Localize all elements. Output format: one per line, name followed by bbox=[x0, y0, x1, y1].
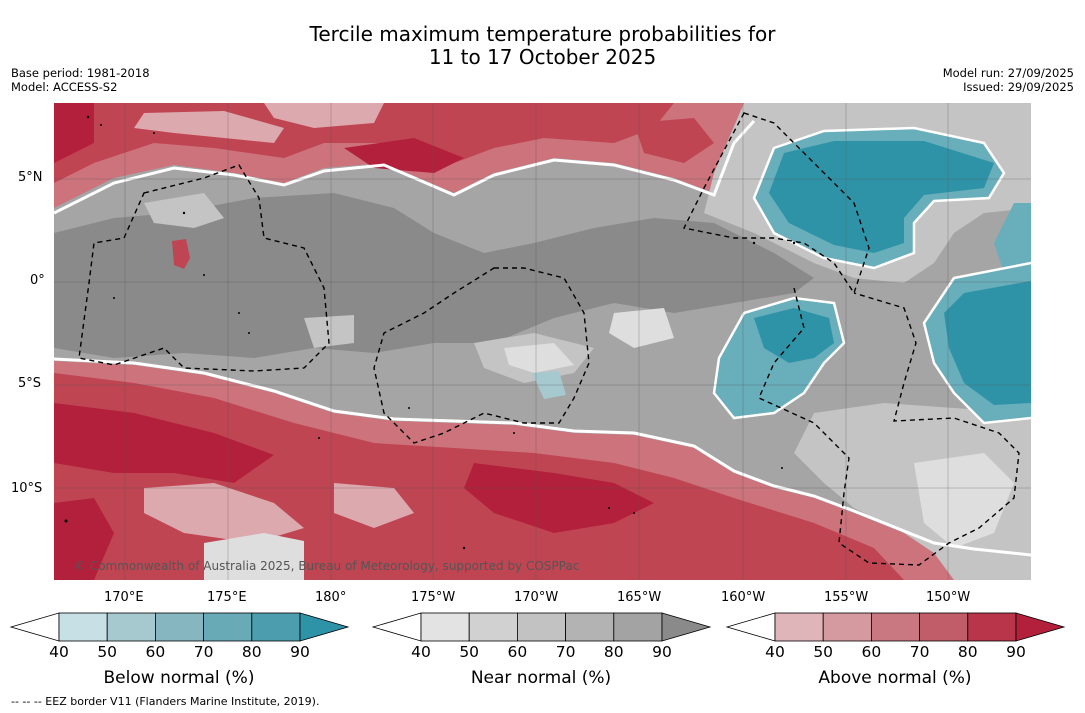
south-above-top-region-2 bbox=[464, 463, 654, 533]
lon-label-170e: 170°E bbox=[104, 590, 144, 605]
colorbar-left-extension bbox=[9, 612, 60, 642]
colorbar-segment bbox=[58, 612, 108, 642]
north-above-patch-east bbox=[634, 118, 714, 163]
lon-label-180: 180° bbox=[315, 590, 347, 605]
equatorial-near-normal-lightest-patch-2 bbox=[609, 308, 674, 348]
eez-borders bbox=[78, 112, 1020, 566]
map-title-line2: 11 to 17 October 2025 bbox=[428, 45, 657, 69]
lat-label-5n: 5°N bbox=[18, 170, 43, 185]
colorbar-segment bbox=[871, 612, 921, 642]
lon-label-155w: 155°W bbox=[824, 590, 869, 605]
eez-footnote: -- -- -- EEZ border V11 (Flanders Marine… bbox=[11, 695, 320, 708]
colorbar-segment bbox=[565, 612, 615, 642]
colorbar-tick-label: 90 bbox=[1006, 643, 1026, 661]
equatorial-near-normal-lightest-patch bbox=[504, 343, 574, 373]
colorbar-tick-label: 80 bbox=[603, 643, 624, 661]
colorbar-tick-label: 60 bbox=[861, 643, 882, 661]
lon-label-150w: 150°W bbox=[926, 590, 971, 605]
lon-label-170w: 170°W bbox=[514, 590, 559, 605]
lat-label-10s: 10°S bbox=[11, 481, 43, 496]
equatorial-near-normal-light-patch-3 bbox=[304, 315, 354, 348]
colorbar-right-extension bbox=[1015, 612, 1066, 642]
colorbar-segment bbox=[420, 612, 470, 642]
colorbar-left-extension bbox=[371, 612, 422, 642]
lon-label-160w: 160°W bbox=[721, 590, 766, 605]
white-contour-below-central bbox=[712, 296, 846, 420]
colorbar-tick-label: 80 bbox=[957, 643, 978, 661]
map-copyright: © Commonwealth of Australia 2025, Bureau… bbox=[74, 559, 579, 573]
lon-label-175w: 175°W bbox=[411, 590, 456, 605]
colorbar-segment bbox=[251, 612, 301, 642]
colorbar-segment bbox=[154, 612, 204, 642]
colorbar-segment bbox=[203, 612, 253, 642]
colorbar-tick-label: 60 bbox=[507, 643, 528, 661]
colorbar-near-normal bbox=[371, 612, 712, 642]
colorbar-right-extension bbox=[661, 612, 712, 642]
colorbar-segment bbox=[822, 612, 872, 642]
lat-label-5s: 5°S bbox=[18, 376, 42, 391]
lat-label-0: 0° bbox=[30, 273, 45, 288]
map-title-line1: Tercile maximum temperature probabilitie… bbox=[309, 22, 776, 46]
colorbar-tick-label: 70 bbox=[193, 643, 214, 661]
colorbar-tick-label: 50 bbox=[813, 643, 834, 661]
equatorial-near-normal-dark bbox=[54, 193, 814, 358]
colorbar-segment bbox=[967, 612, 1017, 642]
colorbar-tick-label: 90 bbox=[290, 643, 310, 661]
colorbar-tick-label: 90 bbox=[652, 643, 672, 661]
colorbar-below-normal bbox=[9, 612, 350, 642]
colorbar-tick-label: 60 bbox=[145, 643, 166, 661]
colorbar-tick-label: 70 bbox=[909, 643, 930, 661]
model-name: Model: ACCESS-S2 bbox=[11, 80, 118, 94]
colorbar-label-below-normal: Below normal (%) bbox=[103, 668, 255, 688]
colorbar-segment bbox=[517, 612, 567, 642]
south-above-top-region-3 bbox=[54, 498, 114, 580]
colorbar-tick-label: 50 bbox=[459, 643, 480, 661]
below-normal-northeast-inner bbox=[769, 141, 994, 253]
colorbar-segment bbox=[919, 612, 969, 642]
base-period: Base period: 1981-2018 bbox=[11, 66, 150, 80]
south-above-light-patch-2 bbox=[334, 483, 414, 528]
probability-map: © Commonwealth of Australia 2025, Bureau… bbox=[54, 103, 1031, 580]
issued-date: Issued: 29/09/2025 bbox=[963, 80, 1074, 94]
below-normal-east-tail bbox=[994, 203, 1031, 273]
colorbar-right-extension bbox=[299, 612, 350, 642]
south-above-light-patch bbox=[144, 483, 304, 543]
below-normal-east-inner bbox=[944, 281, 1031, 405]
equatorial-near-normal-light-patch bbox=[144, 193, 224, 228]
model-run: Model run: 27/09/2025 bbox=[942, 66, 1074, 80]
north-above-top-patch bbox=[344, 138, 464, 173]
south-above-top-region bbox=[54, 403, 274, 483]
colorbar-tick-label: 40 bbox=[411, 643, 431, 661]
north-above-normal-light-patch bbox=[134, 111, 284, 143]
colorbar-tick-label: 40 bbox=[765, 643, 785, 661]
white-contour-below-ne bbox=[752, 126, 1006, 270]
colorbar-tick-label: 50 bbox=[97, 643, 118, 661]
colorbar-above-normal bbox=[725, 612, 1066, 642]
white-contour-north bbox=[54, 119, 756, 215]
lon-label-165w: 165°W bbox=[617, 590, 662, 605]
island-outlines bbox=[64, 115, 796, 550]
white-contour-below-east bbox=[922, 261, 1031, 425]
colorbar-tick-label: 80 bbox=[241, 643, 262, 661]
colorbar-segment bbox=[106, 612, 156, 642]
colorbar-segment bbox=[613, 612, 663, 642]
colorbar-tick-label: 40 bbox=[49, 643, 69, 661]
north-above-normal-light-patch-2 bbox=[264, 103, 384, 128]
north-above-top-patch-2 bbox=[54, 103, 94, 163]
below-normal-central-inner bbox=[754, 308, 834, 363]
colorbar-label-near-normal: Near normal (%) bbox=[470, 668, 612, 688]
lon-label-175e: 175°E bbox=[207, 590, 247, 605]
east-near-normal-south-light bbox=[914, 453, 1014, 548]
colorbar-tick-label: 70 bbox=[555, 643, 576, 661]
colorbar-left-extension bbox=[725, 612, 776, 642]
colorbar-segment bbox=[774, 612, 824, 642]
colorbar-label-above-normal: Above normal (%) bbox=[818, 668, 972, 688]
colorbar-segment bbox=[468, 612, 518, 642]
near-normal-bottom-patch bbox=[204, 533, 304, 580]
white-contour-south bbox=[54, 357, 1031, 557]
graticule bbox=[54, 103, 1031, 580]
small-above-normal-patch bbox=[172, 239, 190, 269]
